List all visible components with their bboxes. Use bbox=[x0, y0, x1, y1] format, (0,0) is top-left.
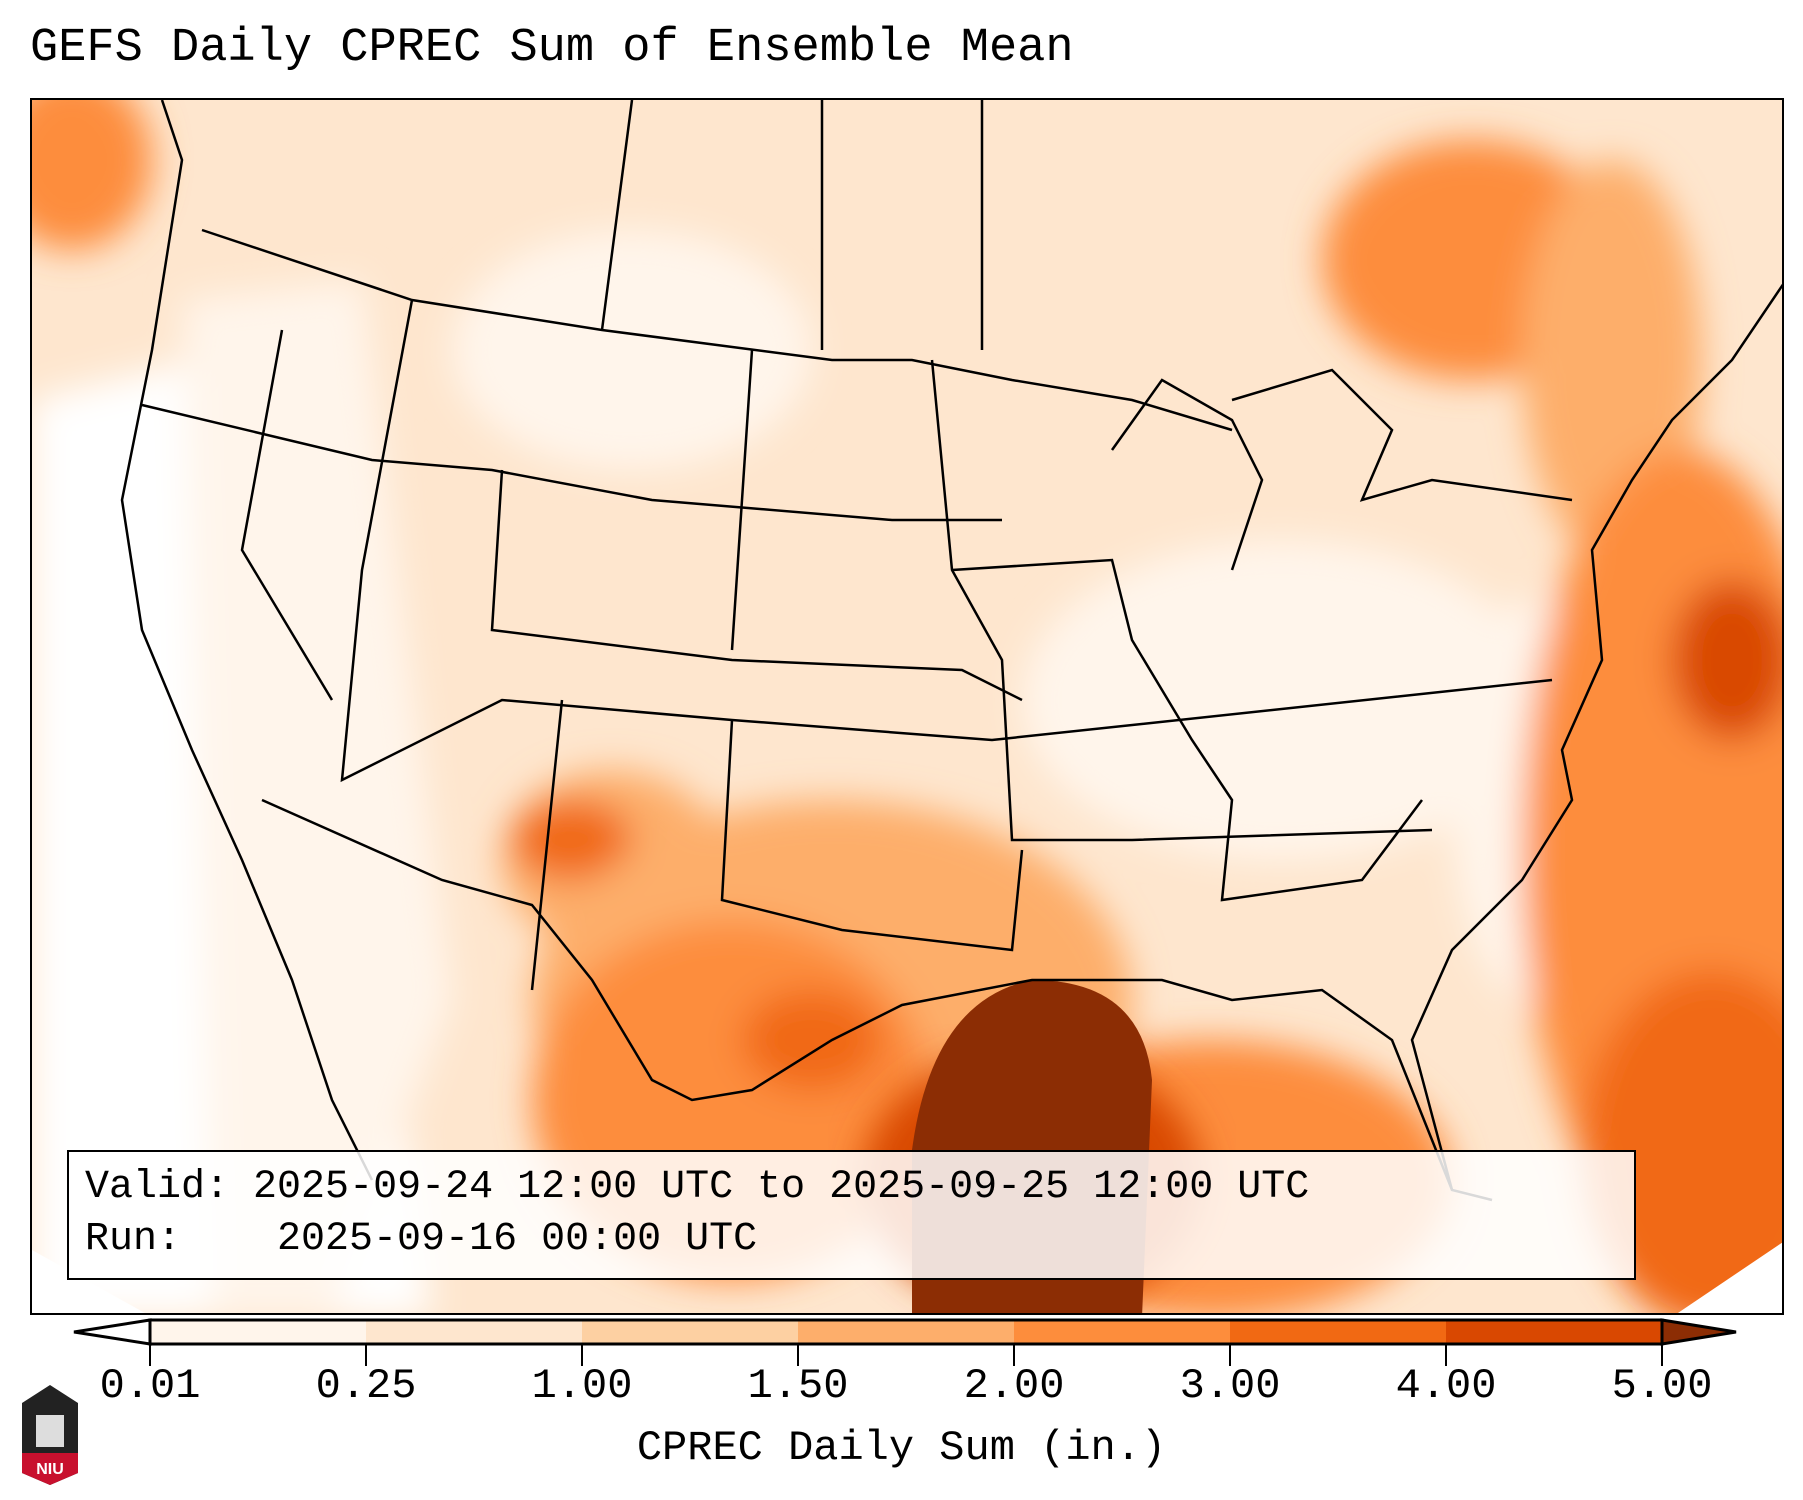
colorbar-segment bbox=[798, 1320, 1015, 1344]
valid-label: Valid: bbox=[85, 1165, 230, 1210]
colorbar-label: CPREC Daily Sum (in.) bbox=[636, 1424, 1167, 1472]
colorbar-tick-label: 1.00 bbox=[531, 1362, 633, 1410]
precipitation-map bbox=[30, 98, 1784, 1315]
boundaries bbox=[120, 100, 1782, 1202]
gulf-coast bbox=[261, 798, 1493, 1202]
colorbar-tick-label: 3.00 bbox=[1179, 1362, 1281, 1410]
run-label: Run: bbox=[85, 1217, 182, 1262]
colorbar-frame bbox=[148, 1318, 1664, 1346]
east-coast bbox=[1410, 283, 1782, 1191]
colorbar-tick-label: 0.25 bbox=[315, 1362, 417, 1410]
colorbar-tick-label: 2.00 bbox=[963, 1362, 1065, 1410]
colorbar-tick-label: 1.50 bbox=[747, 1362, 849, 1410]
svg-text:NIU: NIU bbox=[36, 1461, 64, 1478]
chart-title: GEFS Daily CPREC Sum of Ensemble Mean bbox=[30, 22, 1074, 75]
map-canvas bbox=[32, 100, 1782, 1313]
colorbar bbox=[73, 1318, 1737, 1366]
colorbar-tick-label: 5.00 bbox=[1611, 1362, 1713, 1410]
colorbar-tick-label: 0.01 bbox=[99, 1362, 201, 1410]
colorbar-segment bbox=[1446, 1320, 1663, 1344]
colorbar-segment bbox=[582, 1320, 799, 1344]
colorbar-under-extend bbox=[73, 1318, 152, 1346]
colorbar-segment bbox=[1230, 1320, 1447, 1344]
lake-michigan bbox=[1110, 378, 1264, 571]
colorbar-segment bbox=[366, 1320, 583, 1344]
colorbar-segment bbox=[150, 1320, 367, 1344]
valid-run-info-box: Valid: 2025-09-24 12:00 UTC to 2025-09-2… bbox=[67, 1150, 1636, 1280]
colorbar-over-extend bbox=[1660, 1318, 1737, 1346]
valid-value: 2025-09-24 12:00 UTC to 2025-09-25 12:00… bbox=[253, 1165, 1310, 1210]
niu-logo: NIU bbox=[22, 1385, 78, 1485]
run-value: 2025-09-16 00:00 UTC bbox=[277, 1217, 758, 1262]
colorbar-segment bbox=[1014, 1320, 1231, 1344]
west-coast bbox=[120, 100, 374, 1181]
colorbar-tick-label: 4.00 bbox=[1395, 1362, 1497, 1410]
